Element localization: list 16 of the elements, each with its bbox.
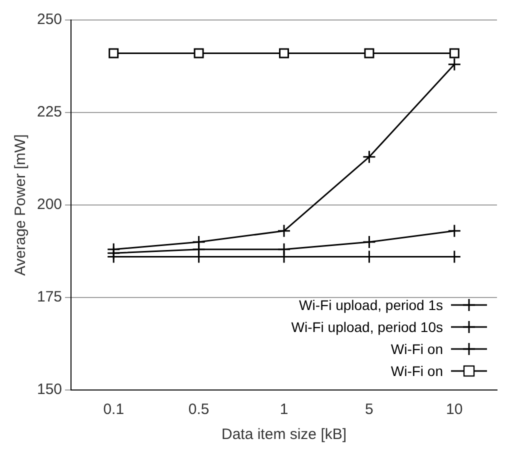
x-axis-title: Data item size [kB] — [221, 426, 347, 444]
y-axis-title: Average Power [mW] — [12, 134, 30, 276]
legend-label: Wi-Fi upload, period 10s — [291, 319, 443, 335]
y-tick-label: 175 — [36, 288, 62, 306]
y-tick-label: 200 — [36, 196, 62, 214]
x-tick-label: 10 — [446, 401, 463, 418]
legend-label: Wi-Fi upload, period 1s — [299, 297, 443, 313]
x-tick-label: 0.1 — [103, 401, 124, 418]
legend-label: Wi-Fi on — [390, 363, 443, 379]
y-tick-label: 225 — [36, 104, 62, 121]
y-tick-label: 250 — [36, 11, 62, 28]
x-tick-label: 5 — [365, 401, 374, 418]
x-tick-label: 0.5 — [188, 401, 210, 418]
y-tick-label: 150 — [36, 381, 62, 398]
x-tick-label: 1 — [280, 401, 288, 418]
legend-label: Wi-Fi on — [390, 341, 443, 357]
